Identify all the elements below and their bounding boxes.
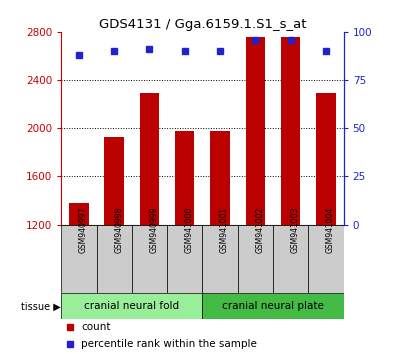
Bar [202, 224, 238, 293]
Bar [273, 224, 308, 293]
Bar [96, 224, 132, 293]
Bar [175, 131, 194, 224]
Text: tissue ▶: tissue ▶ [21, 301, 61, 312]
Bar [167, 224, 202, 293]
Text: GSM941000: GSM941000 [185, 207, 194, 253]
Text: GSM940997: GSM940997 [79, 207, 88, 253]
Bar [238, 224, 273, 293]
Text: GSM940999: GSM940999 [149, 207, 158, 253]
Bar [140, 93, 159, 224]
Text: GSM941002: GSM941002 [256, 207, 264, 253]
Bar [202, 293, 344, 320]
Bar [211, 131, 230, 224]
Bar [69, 203, 88, 224]
Bar [132, 224, 167, 293]
Text: GSM941004: GSM941004 [326, 207, 335, 253]
Text: GSM941003: GSM941003 [291, 207, 300, 253]
Bar [61, 224, 96, 293]
Text: GSM940998: GSM940998 [114, 207, 123, 253]
Bar [246, 37, 265, 224]
Bar [104, 137, 124, 224]
Text: cranial neural fold: cranial neural fold [84, 301, 179, 312]
Text: GSM941001: GSM941001 [220, 207, 229, 253]
Bar [61, 293, 202, 320]
Text: cranial neural plate: cranial neural plate [222, 301, 324, 312]
Text: percentile rank within the sample: percentile rank within the sample [81, 339, 257, 349]
Text: count: count [81, 322, 111, 332]
Bar [281, 37, 301, 224]
Bar [316, 93, 336, 224]
Bar [308, 224, 344, 293]
Title: GDS4131 / Gga.6159.1.S1_s_at: GDS4131 / Gga.6159.1.S1_s_at [99, 18, 306, 31]
